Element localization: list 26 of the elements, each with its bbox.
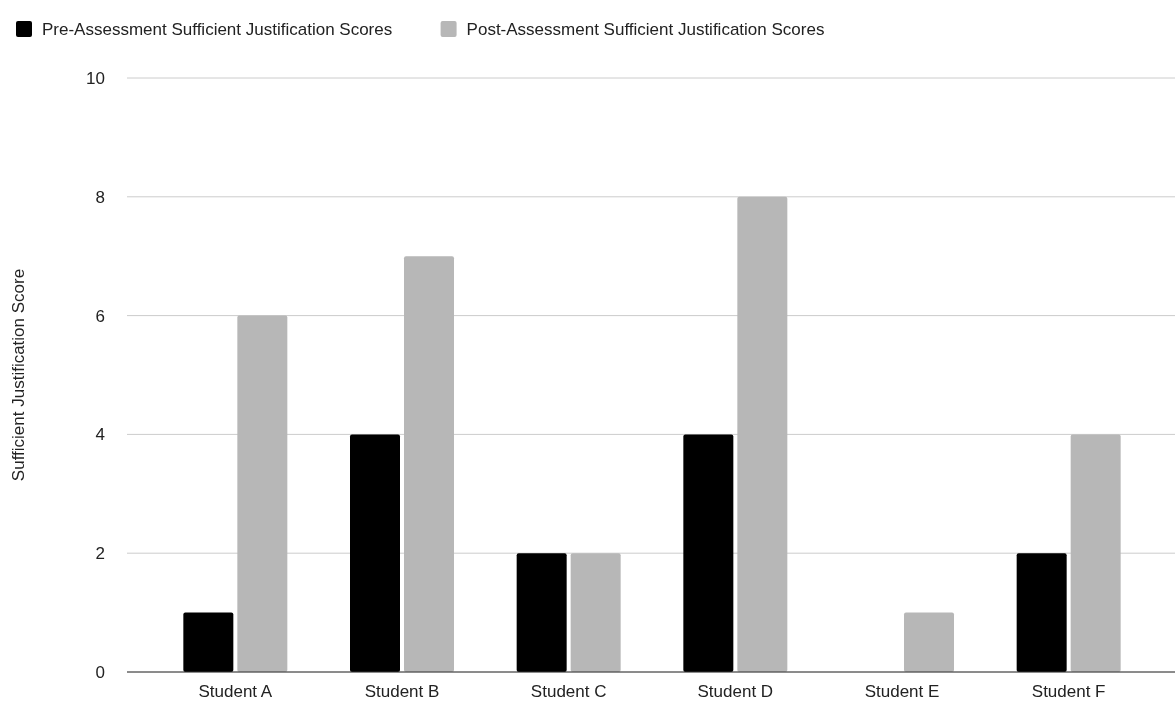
y-tick-label: 4: [95, 425, 105, 445]
x-tick-label: Student B: [364, 682, 440, 701]
y-tick-label: 2: [95, 544, 105, 564]
x-tick-label: Student F: [1031, 682, 1106, 701]
y-tick-label: 8: [95, 187, 105, 207]
bar: [404, 256, 454, 672]
x-tick-label: Student E: [864, 682, 940, 701]
y-tick-label: 6: [95, 306, 105, 326]
bar: [237, 315, 288, 672]
bar: [683, 434, 734, 672]
bar: [1016, 553, 1067, 672]
x-tick-label: Student C: [530, 682, 607, 701]
bar: [737, 196, 788, 672]
bar: [1070, 434, 1121, 672]
y-axis-title: Sufficient Justification Score: [9, 268, 28, 482]
legend-label: Post-Assessment Sufficient Justification Scores: [466, 20, 825, 39]
bar: [904, 612, 954, 672]
y-tick-label: 10: [86, 68, 105, 88]
bar: [183, 612, 234, 672]
x-tick-label: Student A: [198, 682, 273, 701]
x-tick-label: Student D: [697, 682, 774, 701]
legend-label: Pre-Assessment Sufficient Justification Scores: [42, 20, 393, 39]
bar: [570, 553, 621, 672]
bar: [516, 553, 567, 672]
bar: [350, 434, 400, 672]
y-tick-label: 0: [95, 662, 105, 682]
